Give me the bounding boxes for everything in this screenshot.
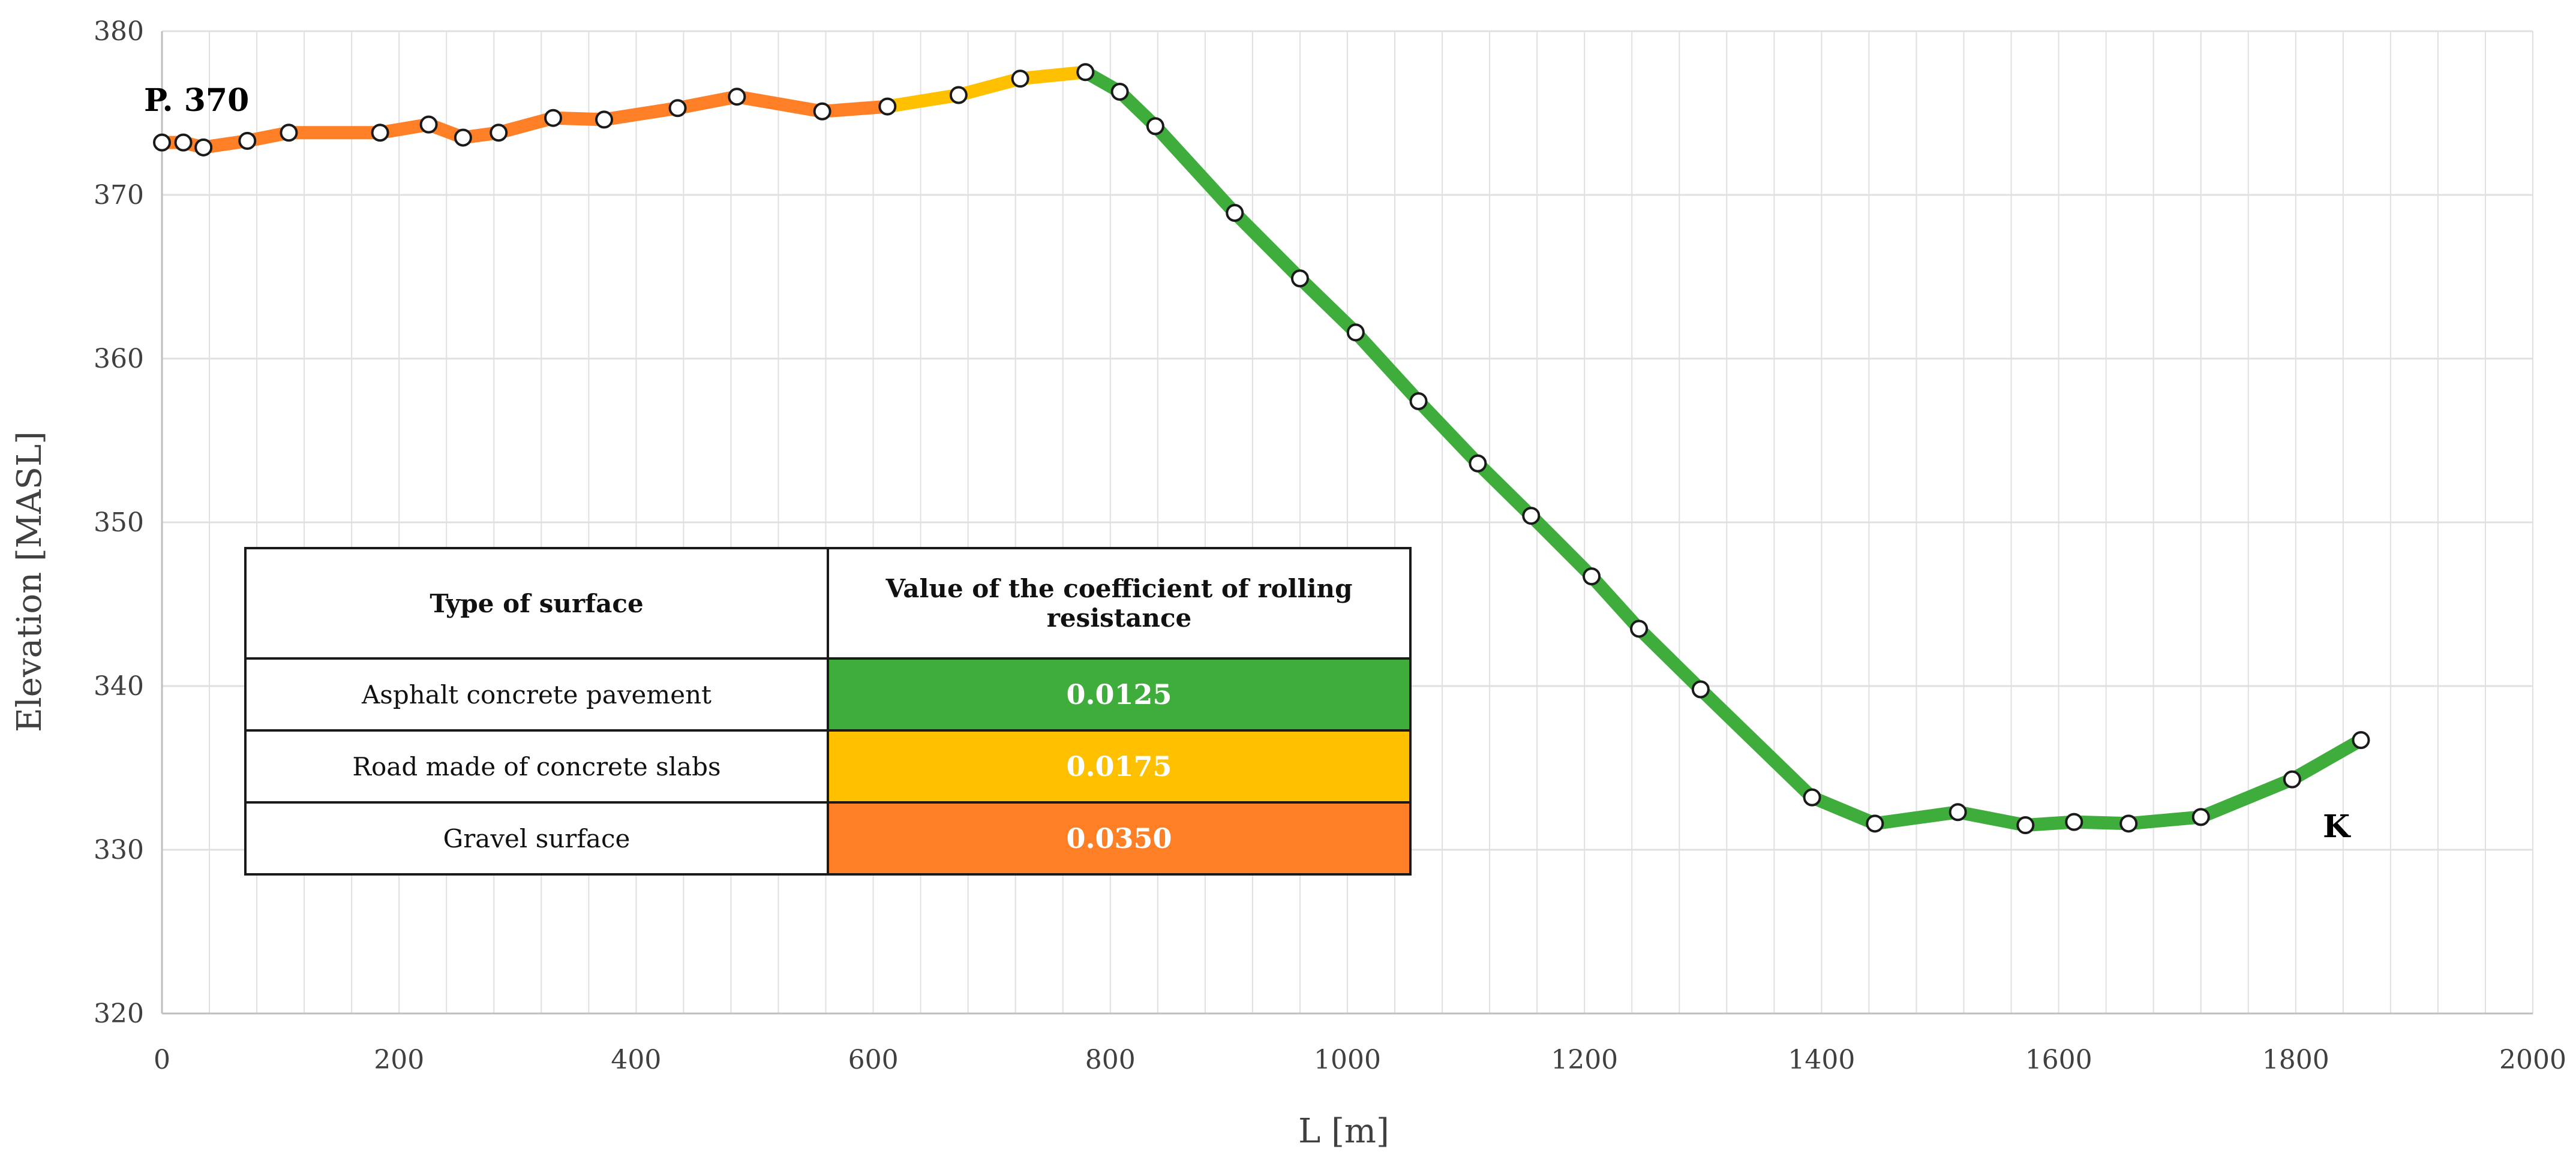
data-point bbox=[2065, 813, 2083, 831]
header-coefficient: Value of the coefficient of rolling resi… bbox=[827, 547, 1412, 660]
coefficient-asphalt: 0.0125 bbox=[827, 657, 1412, 732]
data-point bbox=[490, 124, 508, 142]
data-point bbox=[153, 133, 171, 152]
y-tick-label: 340 bbox=[94, 671, 144, 702]
x-axis-title: L [m] bbox=[1298, 1112, 1389, 1151]
x-tick-label: 1800 bbox=[2262, 1045, 2329, 1075]
data-point bbox=[2352, 731, 2370, 750]
data-point bbox=[1290, 269, 1309, 288]
surface-name-asphalt: Asphalt concrete pavement bbox=[244, 657, 829, 732]
table-row: Gravel surface 0.0350 bbox=[244, 801, 1412, 876]
data-point bbox=[1803, 788, 1821, 807]
x-tick-label: 600 bbox=[848, 1045, 899, 1075]
y-tick-label: 350 bbox=[94, 507, 144, 538]
x-tick-label: 1000 bbox=[1314, 1045, 1381, 1075]
data-point bbox=[878, 97, 897, 116]
data-point bbox=[280, 124, 298, 142]
data-point bbox=[2191, 808, 2210, 826]
coefficient-gravel: 0.0350 bbox=[827, 801, 1412, 876]
table-header-row: Type of surface Value of the coefficient… bbox=[244, 547, 1412, 660]
data-point bbox=[1583, 567, 1601, 586]
data-point bbox=[1948, 803, 1967, 822]
header-surface-type: Type of surface bbox=[244, 547, 829, 660]
surface-name-gravel: Gravel surface bbox=[244, 801, 829, 876]
data-point bbox=[1522, 507, 1541, 525]
data-point bbox=[1226, 204, 1244, 222]
y-axis-title: Elevation [MASL] bbox=[10, 431, 49, 732]
data-point bbox=[419, 115, 438, 134]
data-point bbox=[2016, 816, 2035, 835]
data-point bbox=[1146, 117, 1164, 136]
x-tick-label: 800 bbox=[1085, 1045, 1136, 1075]
data-point bbox=[949, 86, 968, 104]
y-tick-label: 360 bbox=[94, 344, 144, 374]
data-point bbox=[668, 99, 687, 118]
data-point bbox=[174, 133, 193, 152]
data-point bbox=[1110, 83, 1129, 101]
data-point bbox=[1866, 814, 1884, 833]
table-row: Asphalt concrete pavement 0.0125 bbox=[244, 657, 1412, 732]
y-tick-label: 330 bbox=[94, 835, 144, 865]
data-point bbox=[1630, 619, 1649, 638]
data-point bbox=[1346, 323, 1365, 342]
table-row: Road made of concrete slabs 0.0175 bbox=[244, 729, 1412, 804]
data-point bbox=[544, 109, 563, 127]
data-point bbox=[1691, 680, 1710, 699]
x-tick-label: 1600 bbox=[2025, 1045, 2092, 1075]
data-point bbox=[1409, 392, 1428, 410]
end-point-label: K bbox=[2323, 808, 2351, 845]
coefficient-concrete-slabs: 0.0175 bbox=[827, 729, 1412, 804]
data-point bbox=[813, 102, 831, 121]
x-tick-label: 400 bbox=[611, 1045, 661, 1075]
start-point-label: P. 370 bbox=[144, 82, 249, 119]
data-point bbox=[1469, 454, 1487, 473]
data-point bbox=[1011, 70, 1029, 88]
data-point bbox=[2119, 814, 2138, 833]
data-point bbox=[2283, 770, 2301, 789]
axes: 0 200 400 600 800 1000 1200 1400 1600 1800 2000 320… bbox=[94, 16, 2566, 1075]
x-tick-label: 1400 bbox=[1788, 1045, 1855, 1075]
y-tick-label: 380 bbox=[94, 16, 144, 47]
data-point bbox=[728, 88, 746, 106]
y-tick-label: 370 bbox=[94, 180, 144, 210]
data-point bbox=[371, 124, 389, 142]
y-tick-label: 320 bbox=[94, 998, 144, 1029]
x-tick-label: 200 bbox=[374, 1045, 424, 1075]
markers bbox=[153, 63, 2370, 835]
data-point bbox=[595, 110, 614, 129]
surface-name-concrete-slabs: Road made of concrete slabs bbox=[244, 729, 829, 804]
data-point bbox=[454, 128, 472, 147]
rolling-resistance-table: Type of surface Value of the coefficient… bbox=[244, 547, 1412, 876]
x-tick-label: 2000 bbox=[2499, 1045, 2566, 1075]
x-tick-label: 1200 bbox=[1551, 1045, 1618, 1075]
data-point bbox=[1076, 63, 1095, 82]
data-point bbox=[194, 138, 213, 157]
series-line-concrete-slabs bbox=[881, 65, 1092, 113]
data-point bbox=[238, 131, 257, 150]
x-tick-label: 0 bbox=[154, 1045, 170, 1075]
